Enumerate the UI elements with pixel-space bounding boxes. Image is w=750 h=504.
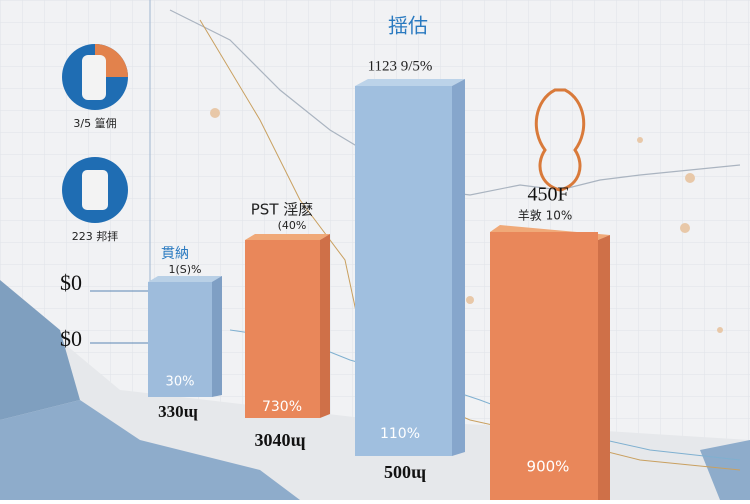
floor-band [700, 440, 750, 500]
emblem [534, 88, 586, 192]
bar-sub-label: 1(S)% [168, 263, 201, 276]
bar-inner-label: 900% [527, 458, 570, 476]
decor-dots [210, 108, 723, 333]
bar-base-label: 3040ɰ [255, 430, 306, 450]
badge-icon [82, 55, 106, 100]
bar-top-label: 450F [527, 184, 568, 206]
bar-inner-label: 110% [380, 426, 420, 442]
badge-label: 223 邦拝 [72, 230, 119, 243]
bar-inner-label: 30% [166, 375, 195, 390]
badge-label: 3/5 篁佣 [73, 116, 116, 130]
bar-side [212, 276, 222, 397]
bar-side [452, 79, 465, 456]
bar [245, 240, 320, 418]
bar-sub-label: (40% [278, 219, 307, 232]
bar-sub-label: 1123 9/5% [368, 58, 433, 74]
bar [490, 232, 598, 500]
axis-label: $0 [60, 326, 82, 351]
bar-top [148, 276, 222, 282]
bar-top-label: 貫納 [161, 246, 189, 262]
badge-icon [82, 170, 108, 210]
bar-top [245, 234, 330, 240]
bar-sub-label: 羊敦 10% [518, 208, 573, 223]
bar [148, 282, 212, 397]
bar-side [598, 235, 610, 500]
bar-base-label: 500ɰ [384, 462, 426, 482]
bar-top [355, 79, 465, 86]
floor-band [0, 400, 300, 500]
bar-top-label: 揺估 [388, 14, 428, 38]
trend-line [169, 9, 741, 196]
floor-band [0, 280, 80, 420]
bar [355, 86, 452, 456]
bar-base-label: 330ɰ [158, 402, 198, 421]
bar-side [320, 234, 330, 418]
bar-top-label: PST 淫麽 [251, 201, 314, 219]
bar-inner-label: 730% [262, 399, 302, 415]
axis-label: $0 [60, 270, 82, 295]
